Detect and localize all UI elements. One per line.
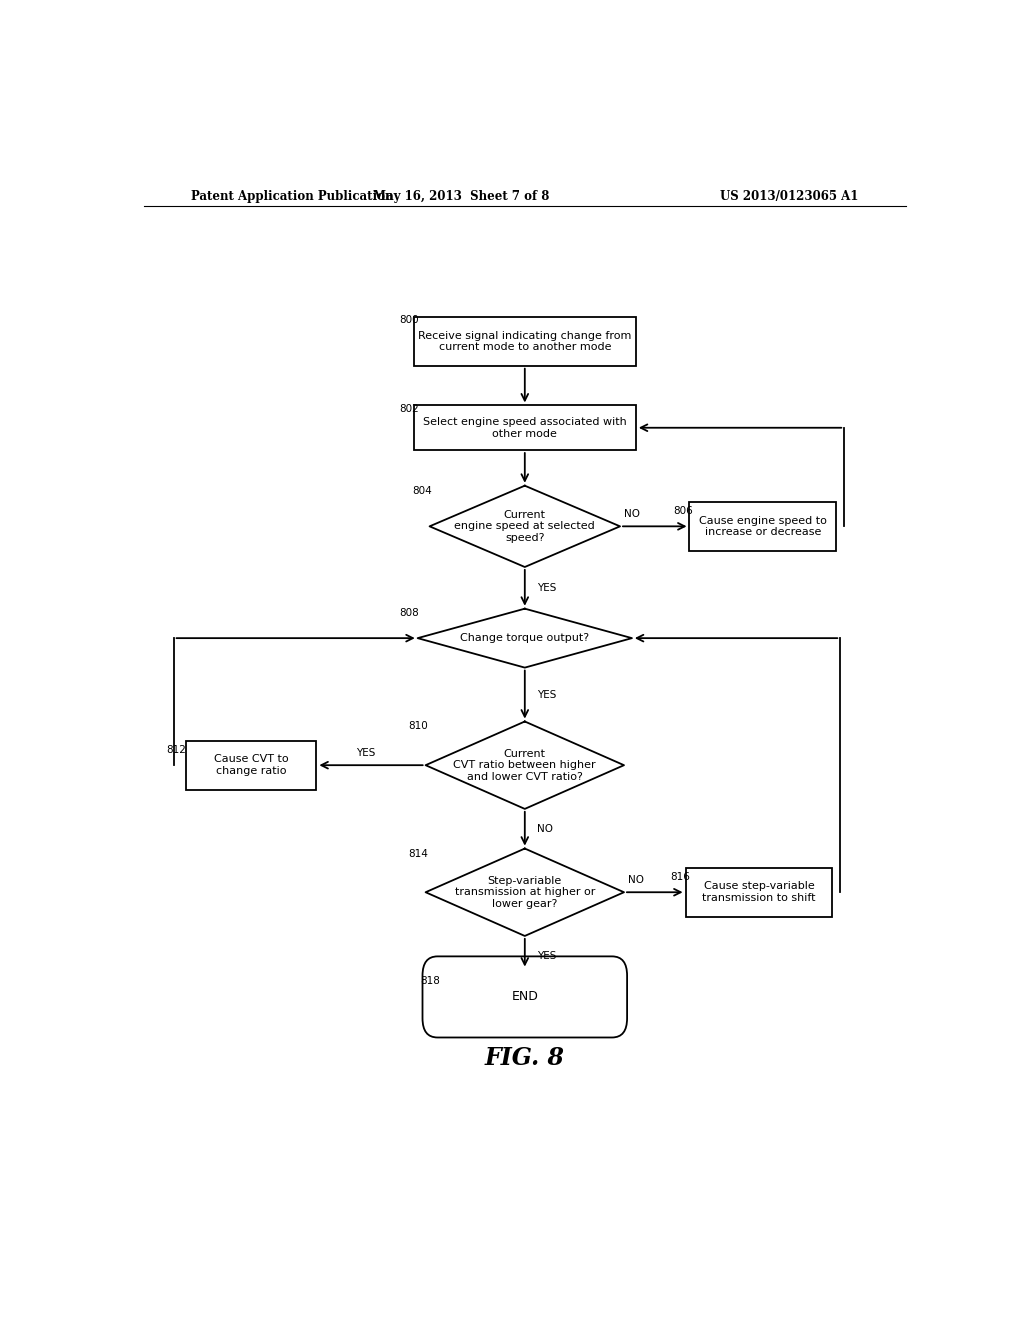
Text: YES: YES xyxy=(537,583,556,593)
Text: US 2013/0123065 A1: US 2013/0123065 A1 xyxy=(720,190,858,202)
Text: YES: YES xyxy=(537,950,556,961)
Text: Patent Application Publication: Patent Application Publication xyxy=(191,190,394,202)
Text: 818: 818 xyxy=(420,975,440,986)
Text: 812: 812 xyxy=(166,744,186,755)
Text: Cause engine speed to
increase or decrease: Cause engine speed to increase or decrea… xyxy=(699,516,826,537)
Text: 804: 804 xyxy=(413,486,432,496)
Text: Receive signal indicating change from
current mode to another mode: Receive signal indicating change from cu… xyxy=(418,330,632,352)
FancyBboxPatch shape xyxy=(689,502,837,550)
Text: 800: 800 xyxy=(399,315,419,325)
Text: Current
engine speed at selected
speed?: Current engine speed at selected speed? xyxy=(455,510,595,543)
FancyBboxPatch shape xyxy=(414,405,636,450)
Text: 802: 802 xyxy=(399,404,419,414)
Text: YES: YES xyxy=(356,748,376,758)
Text: Current
CVT ratio between higher
and lower CVT ratio?: Current CVT ratio between higher and low… xyxy=(454,748,596,781)
Polygon shape xyxy=(430,486,620,568)
Polygon shape xyxy=(426,849,624,936)
FancyBboxPatch shape xyxy=(685,867,833,916)
Text: YES: YES xyxy=(537,689,556,700)
Text: May 16, 2013  Sheet 7 of 8: May 16, 2013 Sheet 7 of 8 xyxy=(373,190,550,202)
Polygon shape xyxy=(418,609,632,668)
Text: Cause CVT to
change ratio: Cause CVT to change ratio xyxy=(214,755,289,776)
Text: Change torque output?: Change torque output? xyxy=(460,634,590,643)
Text: NO: NO xyxy=(624,510,640,519)
FancyBboxPatch shape xyxy=(423,957,627,1038)
Text: Select engine speed associated with
other mode: Select engine speed associated with othe… xyxy=(423,417,627,438)
Text: 806: 806 xyxy=(674,506,693,516)
Text: 814: 814 xyxy=(409,849,428,858)
Text: 808: 808 xyxy=(399,607,419,618)
Text: NO: NO xyxy=(537,824,553,834)
Polygon shape xyxy=(426,722,624,809)
Text: 816: 816 xyxy=(670,873,690,882)
Text: 810: 810 xyxy=(409,722,428,731)
Text: Cause step-variable
transmission to shift: Cause step-variable transmission to shif… xyxy=(702,882,816,903)
Text: NO: NO xyxy=(628,875,644,884)
FancyBboxPatch shape xyxy=(185,741,316,789)
Text: FIG. 8: FIG. 8 xyxy=(484,1045,565,1071)
Text: Step-variable
transmission at higher or
lower gear?: Step-variable transmission at higher or … xyxy=(455,875,595,909)
FancyBboxPatch shape xyxy=(414,317,636,366)
Text: END: END xyxy=(511,990,539,1003)
